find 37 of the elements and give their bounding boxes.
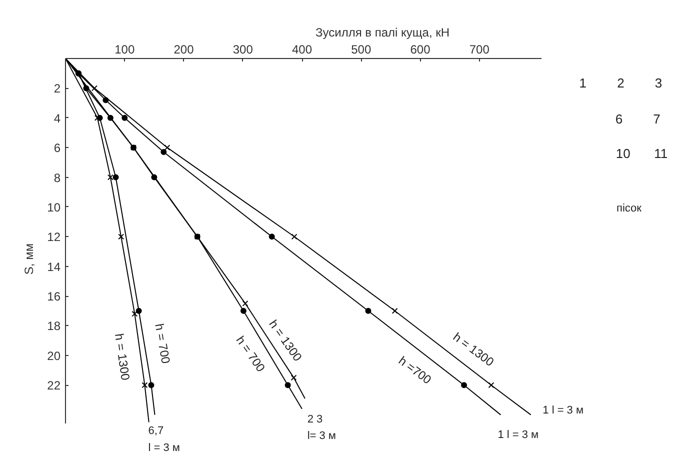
annotation: h =700	[396, 354, 434, 388]
text: 1 l = 3 м	[542, 404, 584, 416]
text: 11	[654, 146, 668, 162]
y-tick-label: 8	[54, 170, 61, 185]
annotation: h = 700	[233, 333, 268, 375]
text: пісок	[616, 202, 642, 214]
annotation: h = 700	[152, 322, 173, 365]
annotation: h = 1300	[450, 330, 497, 370]
text: 1	[579, 75, 586, 90]
y-tick-label: 4	[54, 111, 61, 126]
text: 6	[615, 111, 623, 126]
x-tick-label: 700	[469, 42, 490, 56]
x-tick-label: 600	[410, 42, 431, 56]
x-axis-title: Зусилля в палі куща, кН	[316, 26, 450, 40]
x-tick-label: 100	[114, 42, 135, 56]
x-tick-label: 300	[232, 42, 254, 56]
text: 2	[617, 75, 624, 90]
y-tick-label: 22	[47, 378, 61, 393]
annotation: h = 1300	[112, 332, 133, 382]
text: 7	[653, 111, 660, 126]
text: 3	[654, 75, 662, 90]
y-tick-label: 2	[54, 82, 61, 96]
y-tick-label: 6	[54, 141, 61, 156]
annotation: 2 3 l= 3 м	[307, 413, 336, 442]
x-tick-label: 500	[351, 42, 372, 56]
x-tick-label: 400	[292, 42, 312, 56]
y-tick-label: 16	[47, 290, 61, 304]
y-tick-label: 18	[47, 319, 61, 334]
text: 10	[616, 146, 630, 162]
x-tick-label: 200	[174, 42, 194, 56]
text: 1 l = 3 м	[498, 428, 539, 441]
y-tick-label: 12	[47, 230, 61, 244]
y-tick-label: 20	[47, 348, 61, 363]
y-tick-label: 14	[47, 260, 61, 274]
text: 6,7 l = 3 м	[148, 425, 180, 454]
y-tick-label: 10	[47, 200, 61, 214]
y-axis-title: S, мм	[22, 243, 36, 275]
